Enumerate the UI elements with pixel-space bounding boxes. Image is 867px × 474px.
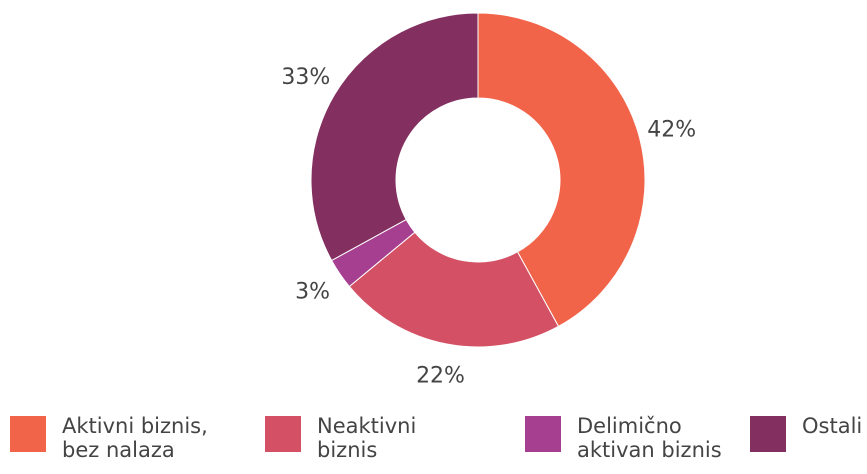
legend-item: Aktivni biznis, bez nalaza [10,414,232,462]
legend-swatch [265,416,301,452]
donut-slice [477,12,646,328]
legend-label: Delimično aktivan biznis [577,414,722,462]
legend-item: Ostali nalazi [750,414,867,452]
legend-swatch [10,416,46,452]
legend-item: Delimično aktivan biznis [525,414,727,462]
data-label: 3% [295,279,330,304]
data-label: 22% [416,363,465,388]
data-label: 33% [281,65,330,90]
legend-item: Neaktivni biznis [265,414,467,462]
legend-swatch [750,416,786,452]
donut-slice [310,12,479,262]
legend-label: Ostali nalazi [802,414,867,438]
legend-swatch [525,416,561,452]
donut-slice [348,231,560,348]
data-label: 42% [647,117,696,142]
legend-label: Neaktivni biznis [317,414,417,462]
legend-label: Aktivni biznis, bez nalaza [62,414,208,462]
